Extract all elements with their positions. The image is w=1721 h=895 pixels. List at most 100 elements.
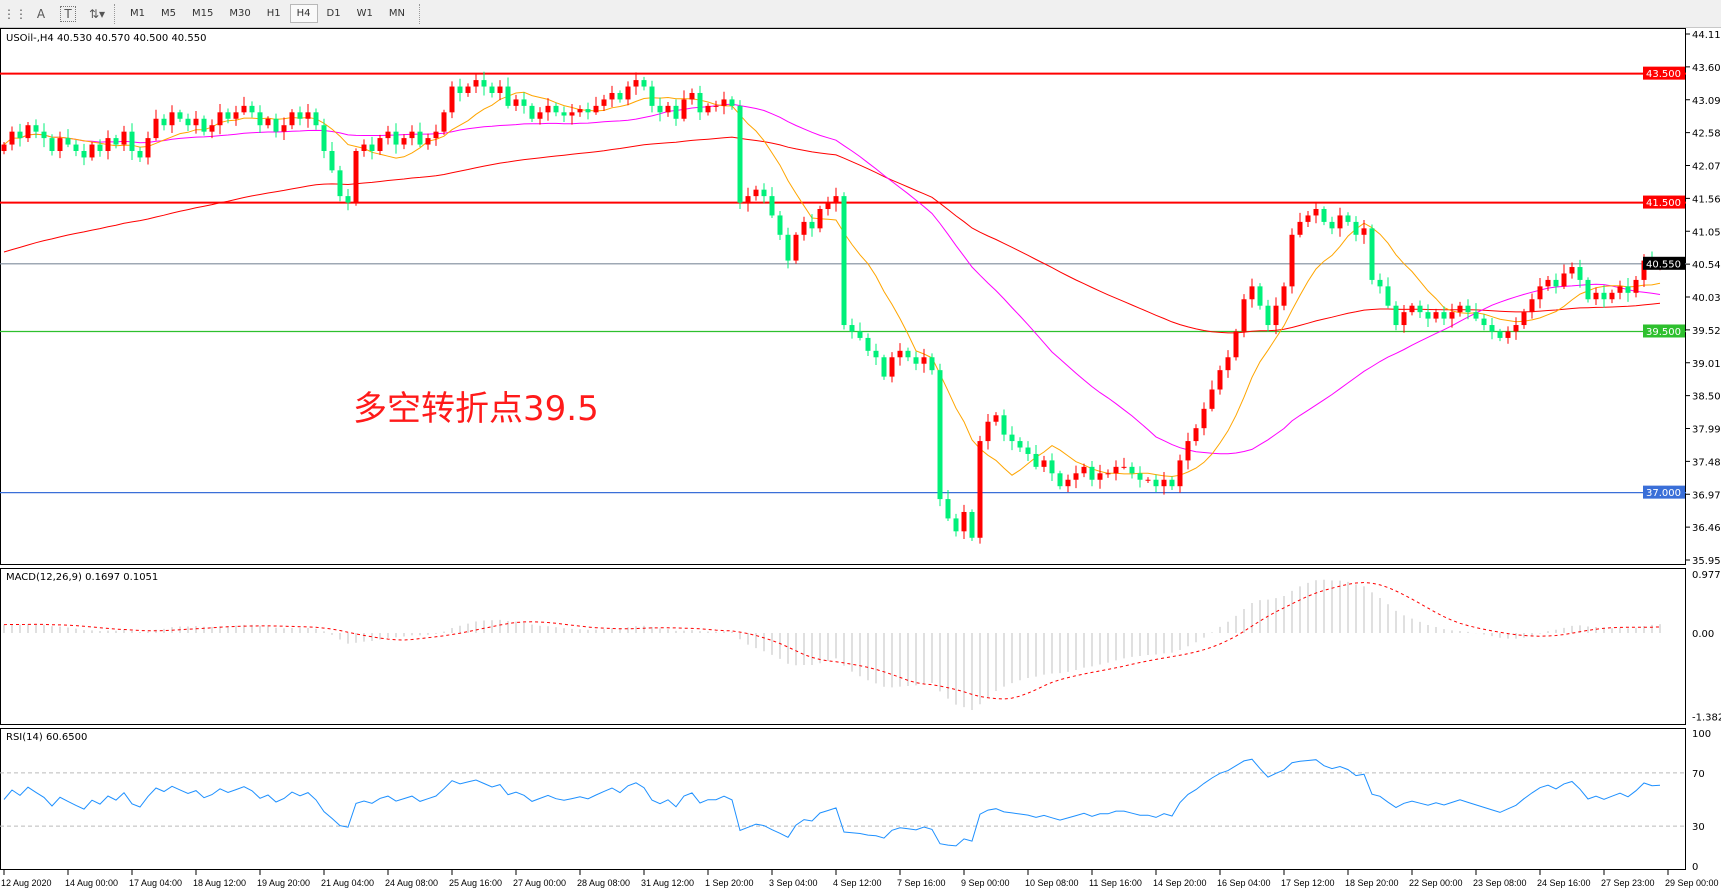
candle: [1049, 453, 1055, 482]
price-tick-label: 42.585: [1692, 129, 1721, 140]
timeframe-h4[interactable]: H4: [289, 4, 318, 23]
time-tick-label: 17 Aug 04:00: [129, 878, 182, 888]
candle-body: [433, 131, 439, 139]
candle: [73, 140, 79, 157]
candle-body: [265, 118, 271, 126]
timeframe-m30[interactable]: M30: [229, 8, 251, 19]
candle-body: [337, 170, 343, 197]
arrows-icon[interactable]: ⇅▾: [88, 6, 106, 21]
candle-body: [137, 150, 143, 158]
candle-body: [1025, 447, 1031, 454]
candle: [913, 351, 919, 371]
time-tick-label: 3 Sep 04:00: [769, 878, 818, 888]
rsi-panel: [0, 728, 1686, 870]
candle-body: [305, 112, 311, 119]
candle: [1257, 283, 1263, 310]
candle-body: [1481, 318, 1487, 326]
text-a-icon[interactable]: A: [36, 6, 46, 21]
price-tick-label: 41.565: [1692, 194, 1721, 205]
candle-body: [553, 105, 559, 113]
price-tick-label: 39.015: [1692, 359, 1721, 370]
candle: [1297, 212, 1303, 238]
candle-body: [817, 209, 823, 229]
candle: [113, 134, 119, 149]
candle: [1, 141, 7, 155]
timeframe-h1[interactable]: H1: [266, 8, 281, 19]
candle: [697, 85, 703, 121]
candle-body: [193, 118, 199, 126]
candle: [81, 143, 87, 166]
crosshair-grid-icon[interactable]: ⋮⋮: [3, 6, 27, 21]
candle-body: [17, 131, 23, 139]
candle: [185, 113, 191, 132]
candle-body: [1313, 209, 1319, 216]
candle: [497, 80, 503, 101]
candle: [1449, 303, 1455, 328]
candle-body: [289, 112, 295, 126]
candle: [961, 504, 967, 540]
candle-body: [1489, 325, 1495, 332]
price-tick-label: 36.975: [1692, 490, 1721, 501]
candle-body: [153, 118, 159, 139]
candle: [713, 100, 719, 112]
candle: [1609, 289, 1615, 304]
price-level-label: 41.500: [1646, 198, 1681, 209]
candle-body: [1129, 466, 1135, 474]
candle-body: [593, 105, 599, 113]
candle: [649, 80, 655, 113]
candle: [1505, 326, 1511, 344]
candle: [753, 185, 759, 201]
candle-body: [601, 99, 607, 106]
candle: [1017, 437, 1023, 453]
candle-body: [689, 92, 695, 100]
time-tick-label: 16 Sep 04:00: [1217, 878, 1271, 888]
candle: [161, 114, 167, 131]
candle-body: [441, 112, 447, 132]
candle-body: [681, 99, 687, 119]
candle: [1145, 477, 1151, 483]
rsi-line: [3, 758, 1661, 847]
time-tick-label: 29 Sep 00:00: [1665, 878, 1719, 888]
timeframe-m5[interactable]: M5: [161, 8, 176, 19]
candle: [929, 353, 935, 375]
text-label-icon[interactable]: T: [60, 5, 76, 22]
candle-body: [825, 202, 831, 210]
candle: [1113, 460, 1119, 481]
candle-body: [873, 350, 879, 358]
candle-body: [993, 415, 999, 422]
candle-body: [281, 125, 287, 132]
candle: [1521, 308, 1527, 329]
candle-body: [1041, 460, 1047, 467]
timeframe-m15[interactable]: M15: [192, 8, 214, 19]
candle: [193, 111, 199, 134]
candle-body: [505, 86, 511, 106]
price-level-tag: [1643, 195, 1685, 209]
candle: [953, 513, 959, 537]
price-tick-label: 43.605: [1692, 63, 1721, 74]
candle-body: [1017, 441, 1023, 448]
timeframe-w1[interactable]: W1: [356, 8, 373, 19]
candle: [1497, 328, 1503, 342]
candle-body: [617, 92, 623, 100]
candle-body: [1353, 221, 1359, 235]
candle: [241, 96, 247, 115]
timeframe-d1[interactable]: D1: [326, 8, 341, 19]
time-tick-label: 21 Aug 04:00: [321, 878, 374, 888]
candle-body: [1049, 460, 1055, 474]
candle: [1337, 207, 1343, 237]
candle: [217, 103, 223, 135]
timeframe-m1[interactable]: M1: [130, 8, 145, 19]
macd-tick-label: -1.382: [1692, 712, 1721, 723]
candle: [1537, 277, 1543, 309]
candle-body: [217, 112, 223, 126]
candle-body: [945, 499, 951, 519]
timeframe-mn[interactable]: MN: [388, 8, 405, 19]
candle-body: [489, 86, 495, 93]
candle: [1353, 216, 1359, 242]
candle-body: [625, 86, 631, 100]
candle-body: [1377, 279, 1383, 287]
candle-body: [353, 150, 359, 203]
candle-body: [745, 196, 751, 203]
candle-body: [1, 144, 7, 151]
